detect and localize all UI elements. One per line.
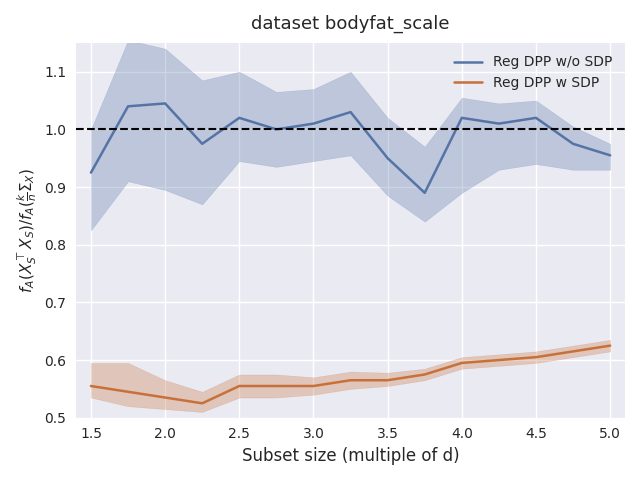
Reg DPP w/o SDP bbox=[310, 121, 317, 127]
Reg DPP w SDP bbox=[236, 383, 243, 389]
Reg DPP w/o SDP bbox=[236, 115, 243, 121]
Reg DPP w SDP bbox=[495, 357, 503, 363]
Legend: Reg DPP w/o SDP, Reg DPP w SDP: Reg DPP w/o SDP, Reg DPP w SDP bbox=[449, 50, 618, 96]
Line: Reg DPP w/o SDP: Reg DPP w/o SDP bbox=[91, 103, 610, 193]
Reg DPP w SDP bbox=[384, 377, 392, 383]
Reg DPP w/o SDP bbox=[606, 153, 614, 158]
Reg DPP w/o SDP bbox=[384, 156, 392, 161]
Title: dataset bodyfat_scale: dataset bodyfat_scale bbox=[252, 15, 450, 33]
Reg DPP w SDP bbox=[532, 354, 540, 360]
Reg DPP w/o SDP bbox=[495, 121, 503, 127]
Y-axis label: $f_A(X_S^\top X_S)/f_A(\frac{k}{n}\Sigma_X)$: $f_A(X_S^\top X_S)/f_A(\frac{k}{n}\Sigma… bbox=[15, 168, 38, 293]
Reg DPP w/o SDP bbox=[421, 190, 429, 196]
X-axis label: Subset size (multiple of d): Subset size (multiple of d) bbox=[242, 447, 460, 465]
Reg DPP w/o SDP bbox=[569, 141, 577, 147]
Reg DPP w SDP bbox=[569, 348, 577, 354]
Reg DPP w/o SDP bbox=[347, 109, 355, 115]
Reg DPP w/o SDP bbox=[87, 170, 95, 176]
Reg DPP w/o SDP bbox=[124, 104, 132, 109]
Line: Reg DPP w SDP: Reg DPP w SDP bbox=[91, 346, 610, 403]
Reg DPP w/o SDP bbox=[161, 100, 169, 106]
Reg DPP w/o SDP bbox=[198, 141, 206, 147]
Reg DPP w SDP bbox=[87, 383, 95, 389]
Reg DPP w/o SDP bbox=[273, 127, 280, 132]
Reg DPP w SDP bbox=[273, 383, 280, 389]
Reg DPP w SDP bbox=[347, 377, 355, 383]
Reg DPP w SDP bbox=[198, 400, 206, 406]
Reg DPP w SDP bbox=[310, 383, 317, 389]
Reg DPP w SDP bbox=[458, 360, 466, 366]
Reg DPP w SDP bbox=[124, 389, 132, 395]
Reg DPP w SDP bbox=[421, 372, 429, 377]
Reg DPP w SDP bbox=[606, 343, 614, 348]
Reg DPP w/o SDP bbox=[458, 115, 466, 121]
Reg DPP w SDP bbox=[161, 395, 169, 400]
Reg DPP w/o SDP bbox=[532, 115, 540, 121]
